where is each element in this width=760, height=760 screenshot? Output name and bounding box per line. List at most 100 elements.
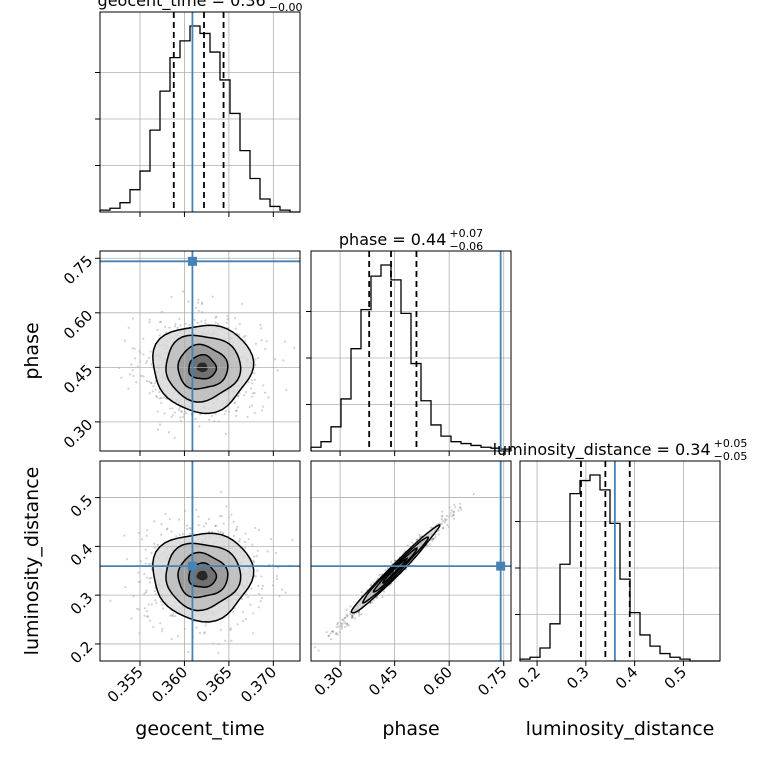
geocent_time-vs-luminosity_distance-sample-point: [177, 518, 181, 521]
geocent_time-title: geocent_time = 0.36: [98, 0, 266, 11]
geocent_time-vs-luminosity_distance-sample-point: [244, 617, 247, 621]
geocent_time-vs-luminosity_distance-sample-point: [218, 515, 222, 518]
phase-vs-luminosity_distance-sample-point: [344, 622, 347, 625]
geocent_time-vs-phase-sample-point: [215, 315, 218, 318]
phase-vs-luminosity_distance-sample-point: [346, 624, 349, 627]
geocent_time-vs-phase-sample-point: [199, 413, 202, 416]
geocent_time-vs-phase-sample-point: [155, 396, 159, 399]
geocent_time-vs-luminosity_distance-sample-point: [109, 599, 112, 602]
geocent_time-vs-phase-sample-point: [158, 334, 161, 337]
geocent_time-vs-luminosity_distance-sample-point: [147, 615, 150, 618]
phase-vs-luminosity_distance-sample-point: [351, 615, 354, 618]
geocent_time-vs-luminosity_distance-sample-point: [252, 632, 255, 635]
phase-vs-luminosity_distance-sample-point: [351, 616, 354, 619]
geocent_time-vs-luminosity_distance-sample-point: [159, 600, 163, 603]
geocent_time-vs-phase-sample-point: [210, 414, 214, 418]
phase-vs-luminosity_distance-sample-point: [454, 506, 457, 509]
geocent_time-vs-phase-sample-point: [214, 412, 217, 416]
geocent_time-vs-luminosity_distance-sample-point: [241, 619, 245, 623]
geocent_time-vs-phase-sample-point: [158, 390, 161, 394]
geocent_time-xtick-label: 0.360: [148, 663, 191, 706]
phase-vs-luminosity_distance-sample-point: [383, 590, 386, 593]
geocent_time-vs-phase-sample-point: [148, 392, 151, 395]
luminosity_distance-title-sub: −0.05: [714, 450, 748, 463]
geocent_time-vs-phase-sample-point: [176, 326, 179, 329]
geocent_time-vs-luminosity_distance-sample-point: [217, 530, 220, 533]
phase-vs-luminosity_distance-sample-point: [335, 632, 338, 635]
geocent_time-vs-luminosity_distance-sample-point: [188, 526, 191, 530]
geocent_time-vs-phase-sample-point: [253, 391, 256, 395]
geocent_time-vs-luminosity_distance-sample-point: [260, 575, 263, 578]
geocent_time-vs-luminosity_distance-sample-point: [225, 505, 228, 508]
geocent_time-vs-phase-sample-point: [244, 339, 247, 342]
phase-vs-luminosity_distance-sample-point: [452, 510, 455, 513]
geocent_time-vs-luminosity_distance-density-fill: [196, 570, 208, 581]
geocent_time-vs-luminosity_distance-sample-point: [161, 603, 164, 607]
geocent_time-vs-luminosity_distance-sample-point: [137, 581, 140, 584]
phase-vs-luminosity_distance-sample-point: [450, 509, 453, 512]
geocent_time-vs-luminosity_distance-sample-point: [186, 527, 189, 531]
phase-vs-luminosity_distance-sample-point: [472, 493, 475, 496]
geocent_time-vs-luminosity_distance-sample-point: [150, 567, 153, 570]
geocent_time-vs-phase-sample-point: [234, 401, 237, 404]
phase-vs-luminosity_distance-sample-point: [360, 591, 363, 594]
geocent_time-vs-luminosity_distance-sample-point: [261, 584, 265, 588]
geocent_time-vs-luminosity_distance-sample-point: [153, 542, 156, 545]
phase-vs-luminosity_distance-sample-point: [428, 543, 432, 546]
phase-title-sup: +0.07: [449, 227, 483, 240]
geocent_time-vs-luminosity_distance-sample-point: [221, 531, 225, 535]
geocent_time-vs-luminosity_distance-sample-point: [175, 535, 178, 538]
phase-vs-luminosity_distance-sample-point: [445, 518, 448, 521]
geocent_time-vs-luminosity_distance-sample-point: [125, 558, 129, 561]
geocent_time-vs-luminosity_distance-sample-point: [204, 624, 207, 627]
geocent_time-vs-phase-sample-point: [153, 382, 157, 385]
geocent_time-vs-phase-sample-point: [235, 409, 238, 412]
geocent_time-vs-phase-sample-point: [273, 358, 277, 361]
luminosity_distance-histogram: [519, 474, 720, 662]
geocent_time-vs-luminosity_distance-sample-point: [229, 628, 232, 631]
geocent_time-vs-phase-sample-point: [250, 404, 254, 407]
geocent_time-vs-luminosity_distance-sample-point: [145, 557, 148, 560]
geocent_time-vs-phase-sample-point: [167, 431, 171, 434]
geocent_time-vs-luminosity_distance-sample-point: [189, 532, 192, 535]
data-marks: [99, 12, 720, 662]
phase-vs-luminosity_distance-sample-point: [342, 618, 345, 621]
geocent_time-vs-phase-sample-point: [160, 310, 163, 313]
geocent_time-vs-phase-sample-point: [197, 298, 200, 301]
phase-vs-luminosity_distance-sample-point: [434, 533, 437, 536]
phase-vs-luminosity_distance-sample-point: [341, 618, 344, 621]
phase-xtick-label: 0.30: [311, 663, 347, 699]
geocent_time-vs-luminosity_distance-sample-point: [164, 512, 167, 515]
geocent_time-vs-phase-contour: [152, 324, 255, 415]
geocent_time-vs-phase-sample-point: [238, 333, 241, 336]
geocent_time-vs-phase-sample-point: [156, 428, 160, 431]
geocent_time-vs-luminosity_distance-contour: [152, 532, 255, 623]
geocent_time-vs-phase-sample-point: [211, 295, 214, 298]
geocent_time-vs-luminosity_distance-sample-point: [123, 534, 126, 537]
geocent_time-vs-phase-sample-point: [204, 319, 207, 322]
geocent_time-vs-luminosity_distance-sample-point: [214, 524, 218, 527]
phase-vs-luminosity_distance-sample-point: [358, 612, 361, 616]
phase-vs-luminosity_distance-sample-point: [327, 634, 330, 638]
geocent_time-vs-luminosity_distance-sample-point: [232, 534, 236, 538]
geocent_time-vs-phase-sample-point: [168, 407, 172, 410]
geocent_time-vs-phase-sample-point: [155, 394, 158, 398]
geocent_time-vs-phase-sample-point: [244, 390, 248, 394]
geocent_time-vs-luminosity_distance-frame: [99, 460, 301, 662]
geocent_time-vs-phase-sample-point: [282, 359, 285, 362]
geocent_time-vs-luminosity_distance-sample-point: [161, 627, 164, 630]
geocent_time-vs-luminosity_distance-sample-point: [266, 550, 269, 553]
geocent_time-vs-phase-frame: [99, 250, 301, 452]
phase-vs-luminosity_distance-sample-point: [352, 612, 356, 616]
geocent_time-vs-phase-sample-point: [285, 388, 288, 391]
geocent_time-vs-phase-sample-point: [242, 335, 245, 338]
geocent_time-vs-phase-sample-point: [179, 419, 182, 422]
geocent_time-vs-luminosity_distance-sample-point: [137, 571, 140, 574]
geocent_time-vs-luminosity_distance-sample-point: [217, 651, 220, 655]
phase-ytick-label: 0.75: [60, 252, 96, 288]
geocent_time-vs-phase-sample-point: [156, 328, 159, 331]
geocent_time-vs-phase-sample-point: [164, 326, 167, 329]
geocent_time-histogram: [99, 25, 300, 213]
geocent_time-vs-luminosity_distance-sample-point: [181, 532, 185, 536]
phase-vs-luminosity_distance-sample-point: [334, 632, 337, 636]
